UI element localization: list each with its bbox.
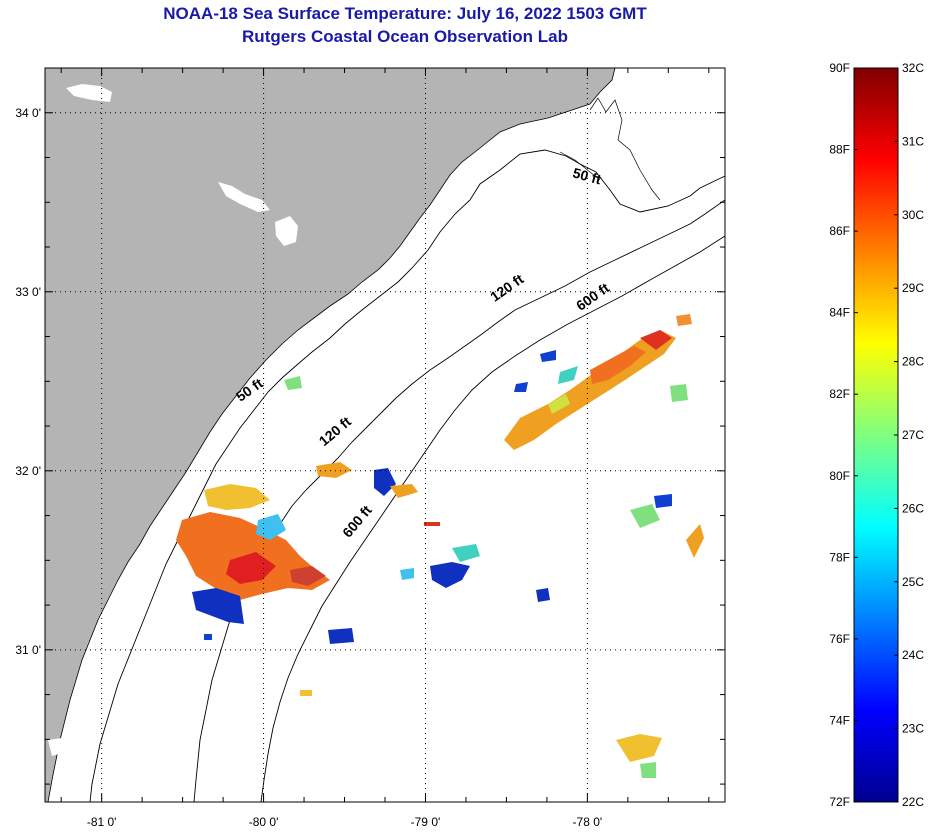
contour-50ft [89, 149, 725, 802]
sst-patch [616, 734, 662, 762]
sst-patch [676, 314, 692, 326]
sst-patch [204, 634, 212, 640]
colorbar-c-label: 32C [902, 61, 924, 75]
colorbar-f-label: 80F [829, 469, 850, 483]
sst-patch [316, 462, 352, 478]
lon-tick-label: -81 0' [87, 815, 117, 829]
axis-ticks [45, 68, 725, 802]
sst-patch [374, 468, 396, 496]
contour-600ft [260, 235, 725, 802]
sst-patch [452, 544, 480, 562]
colorbar-f-label: 72F [829, 795, 850, 809]
sst-patch [540, 350, 556, 362]
colorbar [853, 67, 899, 803]
sst-patch [204, 484, 270, 510]
lon-tick-label: -78 0' [573, 815, 603, 829]
coast-fringe [559, 97, 661, 201]
sst-patch [514, 382, 528, 392]
sst-patch [300, 690, 312, 696]
colorbar-f-label: 88F [829, 143, 850, 157]
sst-patch [328, 628, 354, 644]
lat-tick-label: 33 0' [15, 285, 41, 299]
inland-lake [66, 84, 112, 102]
contour-label: 50 ft [571, 165, 603, 188]
inland-lake [48, 738, 66, 756]
colorbar-c-label: 30C [902, 208, 924, 222]
colorbar-c-label: 29C [902, 281, 924, 295]
sst-patch [430, 562, 470, 588]
colorbar-labels: 90F 88F 86F 84F 82F 80F 78F 76F 74F 72F 32C 31C 30C 2… [829, 61, 924, 809]
colorbar-c-label: 22C [902, 795, 924, 809]
colorbar-f-label: 82F [829, 387, 850, 401]
sst-patch [290, 566, 326, 586]
sst-patch [670, 384, 688, 402]
lon-tick-label: -80 0' [249, 815, 279, 829]
colorbar-f-label: 78F [829, 550, 850, 564]
sst-patch [390, 484, 418, 498]
contour-120ft [193, 199, 725, 802]
sst-patch [226, 552, 276, 584]
map-subtitle: Rutgers Coastal Ocean Observation Lab [242, 27, 568, 46]
colorbar-c-label: 27C [902, 428, 924, 442]
lon-tick-label: -79 0' [411, 815, 441, 829]
colorbar-f-label: 74F [829, 713, 850, 727]
land-mass [45, 68, 616, 802]
colorbar-c-label: 26C [902, 501, 924, 515]
map-content [45, 68, 725, 802]
colorbar-f-label: 84F [829, 306, 850, 320]
lat-tick-label: 34 0' [15, 106, 41, 120]
colorbar-c-label: 23C [902, 722, 924, 736]
colorbar-ticks [854, 67, 898, 803]
colorbar-c-label: 25C [902, 575, 924, 589]
colorbar-f-label: 86F [829, 224, 850, 238]
sst-patch [536, 588, 550, 602]
colorbar-c-label: 28C [902, 355, 924, 369]
inland-lake [218, 182, 270, 212]
sst-patch [424, 522, 440, 526]
colorbar-c-label: 24C [902, 648, 924, 662]
inland-lake [275, 216, 298, 246]
sst-patch [640, 330, 672, 350]
sst-patch [590, 346, 646, 384]
map-title: NOAA-18 Sea Surface Temperature: July 16… [163, 4, 647, 23]
sst-patch [654, 494, 672, 508]
lat-lon-grid [45, 68, 725, 802]
sst-patch [686, 524, 704, 558]
sst-patch [284, 376, 302, 390]
sst-patch [640, 762, 656, 778]
sst-patch [630, 504, 660, 528]
colorbar-f-label: 76F [829, 632, 850, 646]
sst-patch [548, 394, 570, 414]
sst-patch [400, 568, 414, 580]
colorbar-f-label: 90F [829, 61, 850, 75]
lat-tick-label: 31 0' [15, 643, 41, 657]
colorbar-c-label: 31C [902, 134, 924, 148]
lat-tick-label: 32 0' [15, 464, 41, 478]
sst-patch [192, 588, 244, 624]
axis-tick-labels: -81 0' -80 0' -79 0' -78 0' 34 0' 33 0' 32 0' 3… [15, 106, 602, 829]
sst-patch [558, 366, 578, 384]
